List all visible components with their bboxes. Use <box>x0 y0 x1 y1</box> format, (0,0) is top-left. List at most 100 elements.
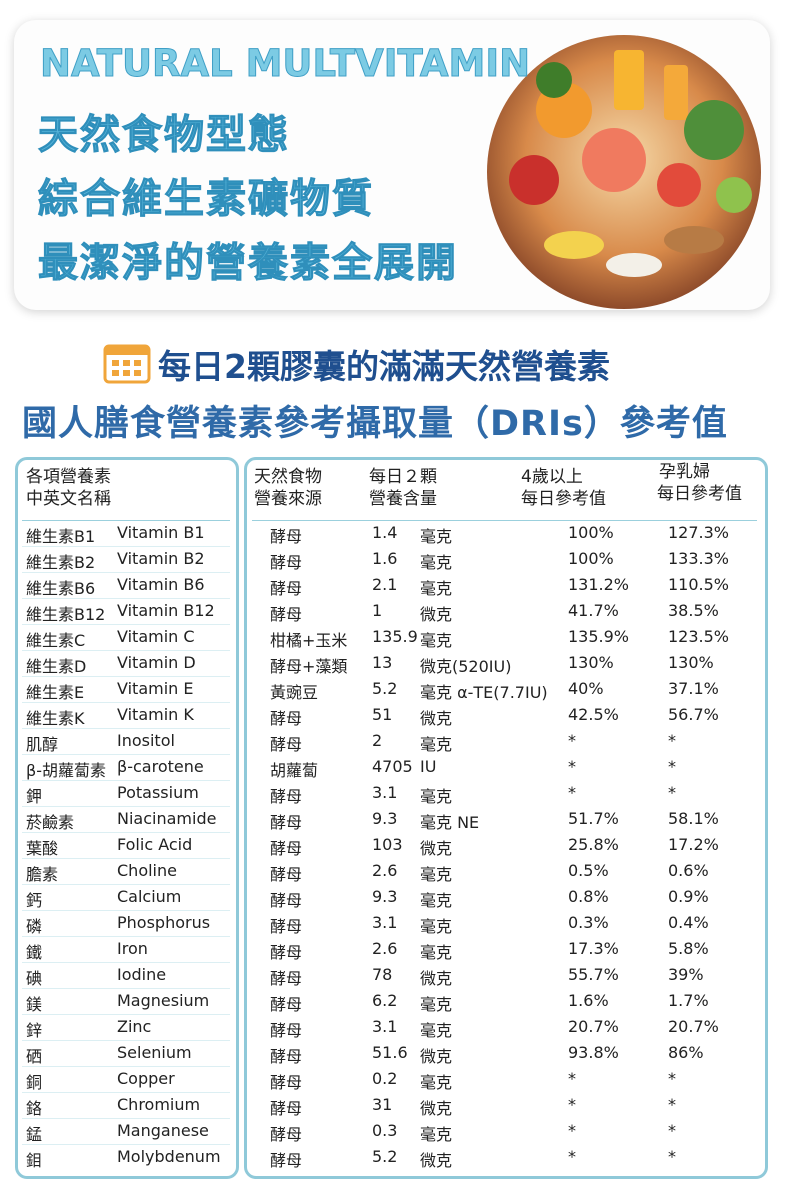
nutrient-zh: 鉬 <box>26 1151 43 1170</box>
row-rule <box>22 728 230 729</box>
amount: 5.2 <box>372 1147 398 1166</box>
nutrient-en: Molybdenum <box>117 1147 221 1166</box>
table-header: 孕乳婦 每日參考值 <box>657 461 742 505</box>
amount: 9.3 <box>372 887 398 906</box>
nutrient-zh: 鋅 <box>26 1021 43 1040</box>
amount: 5.2 <box>372 679 398 698</box>
child-dri: 0.5% <box>568 861 609 880</box>
amount: 0.2 <box>372 1069 398 1088</box>
child-dri: 93.8% <box>568 1043 619 1062</box>
unit: 微克 <box>420 1047 453 1066</box>
pregnant-dri: 130% <box>668 653 714 672</box>
pregnant-dri: 123.5% <box>668 627 730 646</box>
calendar-icon <box>103 344 151 384</box>
nutrient-zh: 鈣 <box>26 891 43 910</box>
nutrient-en: Vitamin D <box>117 653 196 672</box>
names-panel <box>15 457 239 1179</box>
nutrient-en: Vitamin B6 <box>117 575 205 594</box>
row-rule <box>22 858 230 859</box>
food-source: 胡蘿蔔 <box>270 761 319 780</box>
child-dri: 100% <box>568 523 614 542</box>
pregnant-dri: * <box>668 1147 676 1166</box>
unit: 毫克 <box>420 1021 453 1040</box>
unit: 毫克 <box>420 553 453 572</box>
child-dri: * <box>568 1095 576 1114</box>
amount: 4705 <box>372 757 413 776</box>
unit: 毫克 <box>420 1073 453 1092</box>
food-source: 酵母 <box>270 579 303 598</box>
food-source: 酵母 <box>270 917 303 936</box>
food-source: 酵母+藻類 <box>270 657 348 676</box>
row-rule <box>22 650 230 651</box>
child-dri: 135.9% <box>568 627 630 646</box>
nutrient-zh: 磷 <box>26 917 43 936</box>
row-rule <box>22 598 230 599</box>
nutrient-en: Vitamin C <box>117 627 195 646</box>
amount: 51 <box>372 705 393 724</box>
row-rule <box>22 1144 230 1145</box>
child-dri: 100% <box>568 549 614 568</box>
amount: 135.9 <box>372 627 418 646</box>
food-source: 酵母 <box>270 527 303 546</box>
nutrient-zh: 膽素 <box>26 865 59 884</box>
header-text: 每日２顆 <box>369 467 437 487</box>
amount: 13 <box>372 653 393 672</box>
amount: 1.4 <box>372 523 398 542</box>
child-dri: 131.2% <box>568 575 630 594</box>
title-line: 天然食物型態 <box>38 112 290 159</box>
header-rule <box>22 520 230 521</box>
nutrient-en: Calcium <box>117 887 182 906</box>
nutrient-en: Folic Acid <box>117 835 193 854</box>
pregnant-dri: 0.4% <box>668 913 709 932</box>
header-rule <box>252 520 757 521</box>
unit: IU <box>420 757 437 776</box>
food-source: 黃豌豆 <box>270 683 319 702</box>
row-rule <box>22 780 230 781</box>
pregnant-dri: 20.7% <box>668 1017 719 1036</box>
pregnant-dri: 110.5% <box>668 575 730 594</box>
pregnant-dri: 56.7% <box>668 705 719 724</box>
amount: 2 <box>372 731 383 750</box>
amount: 1 <box>372 601 383 620</box>
nutrient-en: Copper <box>117 1069 175 1088</box>
food-source: 柑橘+玉米 <box>270 631 348 650</box>
child-dri: 1.6% <box>568 991 609 1010</box>
food-source: 酵母 <box>270 553 303 572</box>
unit: 毫克 <box>420 735 453 754</box>
amount: 3.1 <box>372 1017 398 1036</box>
unit: 毫克 <box>420 787 453 806</box>
nutrient-en: Vitamin B12 <box>117 601 215 620</box>
row-rule <box>22 910 230 911</box>
child-dri: * <box>568 757 576 776</box>
title-line: 綜合維生素礦物質 <box>38 176 374 223</box>
nutrient-zh: 葉酸 <box>26 839 59 858</box>
row-rule <box>22 1118 230 1119</box>
pregnant-dri: * <box>668 731 676 750</box>
unit: 微克 <box>420 969 453 988</box>
child-dri: 41.7% <box>568 601 619 620</box>
header-text: 每日參考值 <box>521 489 606 509</box>
food-source: 酵母 <box>270 735 303 754</box>
header-text: 營養含量 <box>369 489 437 509</box>
nutrient-zh: 硒 <box>26 1047 43 1066</box>
nutrient-zh: 肌醇 <box>26 735 59 754</box>
row-rule <box>22 572 230 573</box>
nutrient-en: β-carotene <box>117 757 204 776</box>
pregnant-dri: 5.8% <box>668 939 709 958</box>
food-source: 酵母 <box>270 787 303 806</box>
header-text: 4歲以上 <box>521 467 583 487</box>
amount: 3.1 <box>372 783 398 802</box>
child-dri: 25.8% <box>568 835 619 854</box>
nutrient-zh: 銅 <box>26 1073 43 1092</box>
food-source: 酵母 <box>270 943 303 962</box>
amount: 2.6 <box>372 861 398 880</box>
table-header: 4歲以上 每日參考值 <box>521 466 606 510</box>
pregnant-dri: 127.3% <box>668 523 730 542</box>
row-rule <box>22 754 230 755</box>
nutrient-zh: 維生素E <box>26 683 85 702</box>
row-rule <box>22 962 230 963</box>
header-text: 中英文名稱 <box>26 489 111 509</box>
nutrient-en: Iodine <box>117 965 167 984</box>
child-dri: * <box>568 1147 576 1166</box>
